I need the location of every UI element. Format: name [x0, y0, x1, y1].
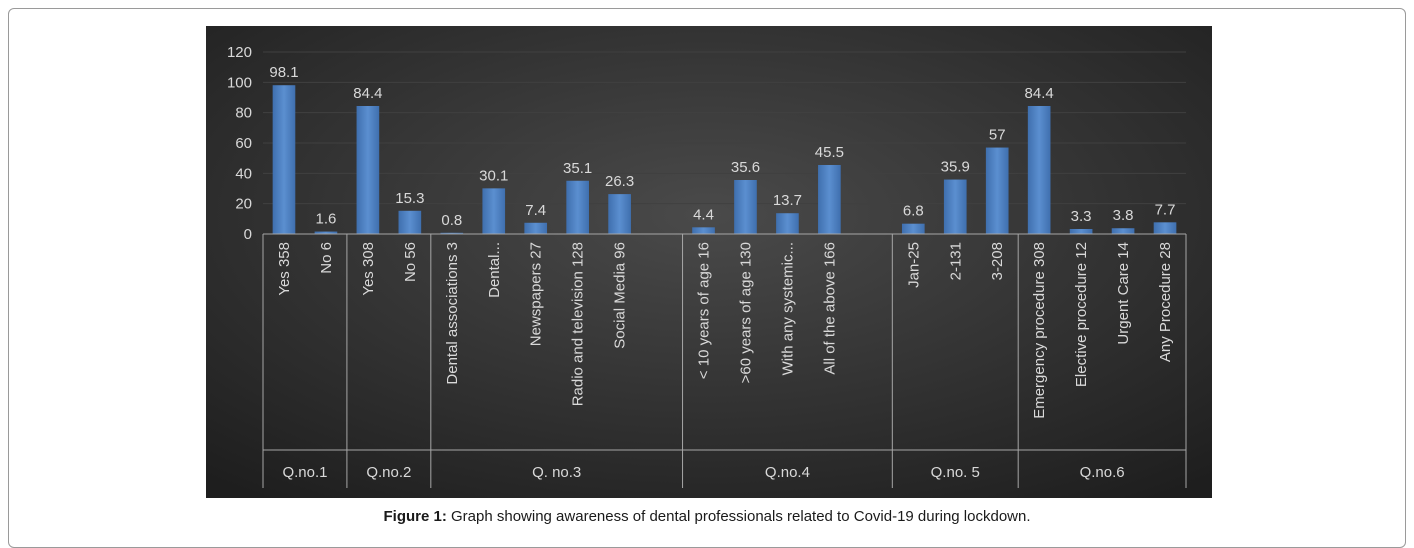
bar — [1111, 228, 1135, 234]
data-label: 6.8 — [903, 203, 924, 220]
data-label: 45.5 — [815, 144, 844, 161]
bar — [692, 227, 715, 234]
x-tick-label: Jan-25 — [905, 242, 922, 288]
x-tick-label: Dental associations 3 — [444, 242, 461, 385]
bar — [608, 194, 631, 234]
y-tick-label: 0 — [244, 226, 252, 243]
figure-label: Figure 1: — [383, 508, 447, 525]
x-tick-label: Yes 308 — [360, 242, 377, 296]
bar — [566, 180, 589, 234]
bar — [901, 223, 925, 234]
bar — [272, 85, 296, 234]
data-label: 3.3 — [1071, 208, 1092, 225]
data-label: 35.1 — [563, 160, 592, 177]
y-tick-label: 40 — [235, 165, 252, 182]
x-tick-label: Any Procedure 28 — [1157, 242, 1174, 362]
x-tick-label: No 56 — [402, 242, 419, 282]
group-label: Q.no. 5 — [931, 464, 980, 481]
y-axis-ticks: 0 20 40 60 80 100 120 — [227, 44, 252, 243]
bar — [1153, 222, 1177, 234]
group-label: Q.no.4 — [765, 464, 810, 481]
x-tick-label: With any systemic... — [779, 242, 796, 375]
x-tick-label: Elective procedure 12 — [1073, 242, 1090, 387]
x-tick-label: 3-208 — [989, 242, 1006, 280]
data-label: 84.4 — [1025, 85, 1054, 102]
x-tick-label: Yes 358 — [276, 242, 293, 296]
bar — [818, 164, 841, 234]
x-tick-label: Social Media 96 — [612, 242, 629, 349]
group-label: Q.no.1 — [282, 464, 327, 481]
chart-panel: 0 20 40 60 80 100 120 98.1 1.6 84.4 15.3 0.8 30.1 7.… — [206, 26, 1212, 498]
bar-chart: 0 20 40 60 80 100 120 98.1 1.6 84.4 15.3 0.8 30.1 7.… — [206, 26, 1212, 498]
data-label: 0.8 — [441, 212, 462, 229]
bar — [985, 147, 1009, 234]
data-label: 7.7 — [1155, 201, 1176, 218]
y-tick-label: 20 — [235, 196, 252, 213]
data-label: 35.6 — [731, 159, 760, 176]
group-label: Q.no.6 — [1080, 464, 1125, 481]
category-axis: Yes 358 No 6 Q.no.1 Yes 308 No 56 Q.no.2 Denta… — [262, 233, 1187, 488]
data-label: 26.3 — [605, 173, 634, 190]
figure-caption: Figure 1: Graph showing awareness of den… — [0, 508, 1414, 525]
data-label: 15.3 — [395, 190, 424, 207]
figure-caption-text: Graph showing awareness of dental profes… — [451, 508, 1031, 525]
data-label: 98.1 — [269, 64, 298, 81]
bars — [272, 85, 1177, 234]
data-label: 57 — [989, 127, 1006, 144]
bar — [1027, 105, 1051, 234]
bar — [482, 188, 506, 234]
x-tick-label: Newspapers 27 — [528, 242, 545, 346]
data-label: 84.4 — [353, 85, 382, 102]
x-tick-label: < 10 years of age 16 — [696, 242, 713, 379]
x-tick-label: All of the above 166 — [821, 242, 838, 375]
group-label: Q.no.2 — [366, 464, 411, 481]
data-label: 1.6 — [316, 211, 337, 228]
bar — [943, 179, 967, 234]
bar — [734, 180, 757, 234]
bar — [398, 210, 422, 234]
bar — [524, 222, 548, 234]
x-tick-label: 2-131 — [947, 242, 964, 280]
bar — [314, 231, 338, 234]
data-label: 3.8 — [1113, 207, 1134, 224]
data-label: 7.4 — [525, 202, 546, 219]
y-tick-label: 60 — [235, 135, 252, 152]
y-tick-label: 120 — [227, 44, 252, 61]
x-tick-label: Dental... — [486, 242, 503, 298]
x-tick-label: No 6 — [318, 242, 335, 274]
bar — [1069, 228, 1093, 234]
bar — [776, 213, 799, 234]
chart-background — [206, 26, 1212, 498]
data-label: 13.7 — [773, 192, 802, 209]
data-label: 4.4 — [693, 206, 714, 223]
x-tick-label: Urgent Care 14 — [1115, 242, 1132, 345]
x-tick-label: Emergency procedure 308 — [1031, 242, 1048, 419]
data-label: 35.9 — [941, 159, 970, 176]
data-labels: 98.1 1.6 84.4 15.3 0.8 30.1 7.4 35.1 26.3 4.4 35.6… — [269, 64, 1175, 229]
y-tick-label: 100 — [227, 74, 252, 91]
x-tick-label: Radio and television 128 — [570, 242, 587, 406]
y-tick-label: 80 — [235, 105, 252, 122]
bar — [356, 105, 380, 234]
x-tick-label: >60 years of age 130 — [737, 242, 754, 383]
bar — [440, 232, 464, 234]
data-label: 30.1 — [479, 167, 508, 184]
group-label: Q. no.3 — [532, 464, 581, 481]
